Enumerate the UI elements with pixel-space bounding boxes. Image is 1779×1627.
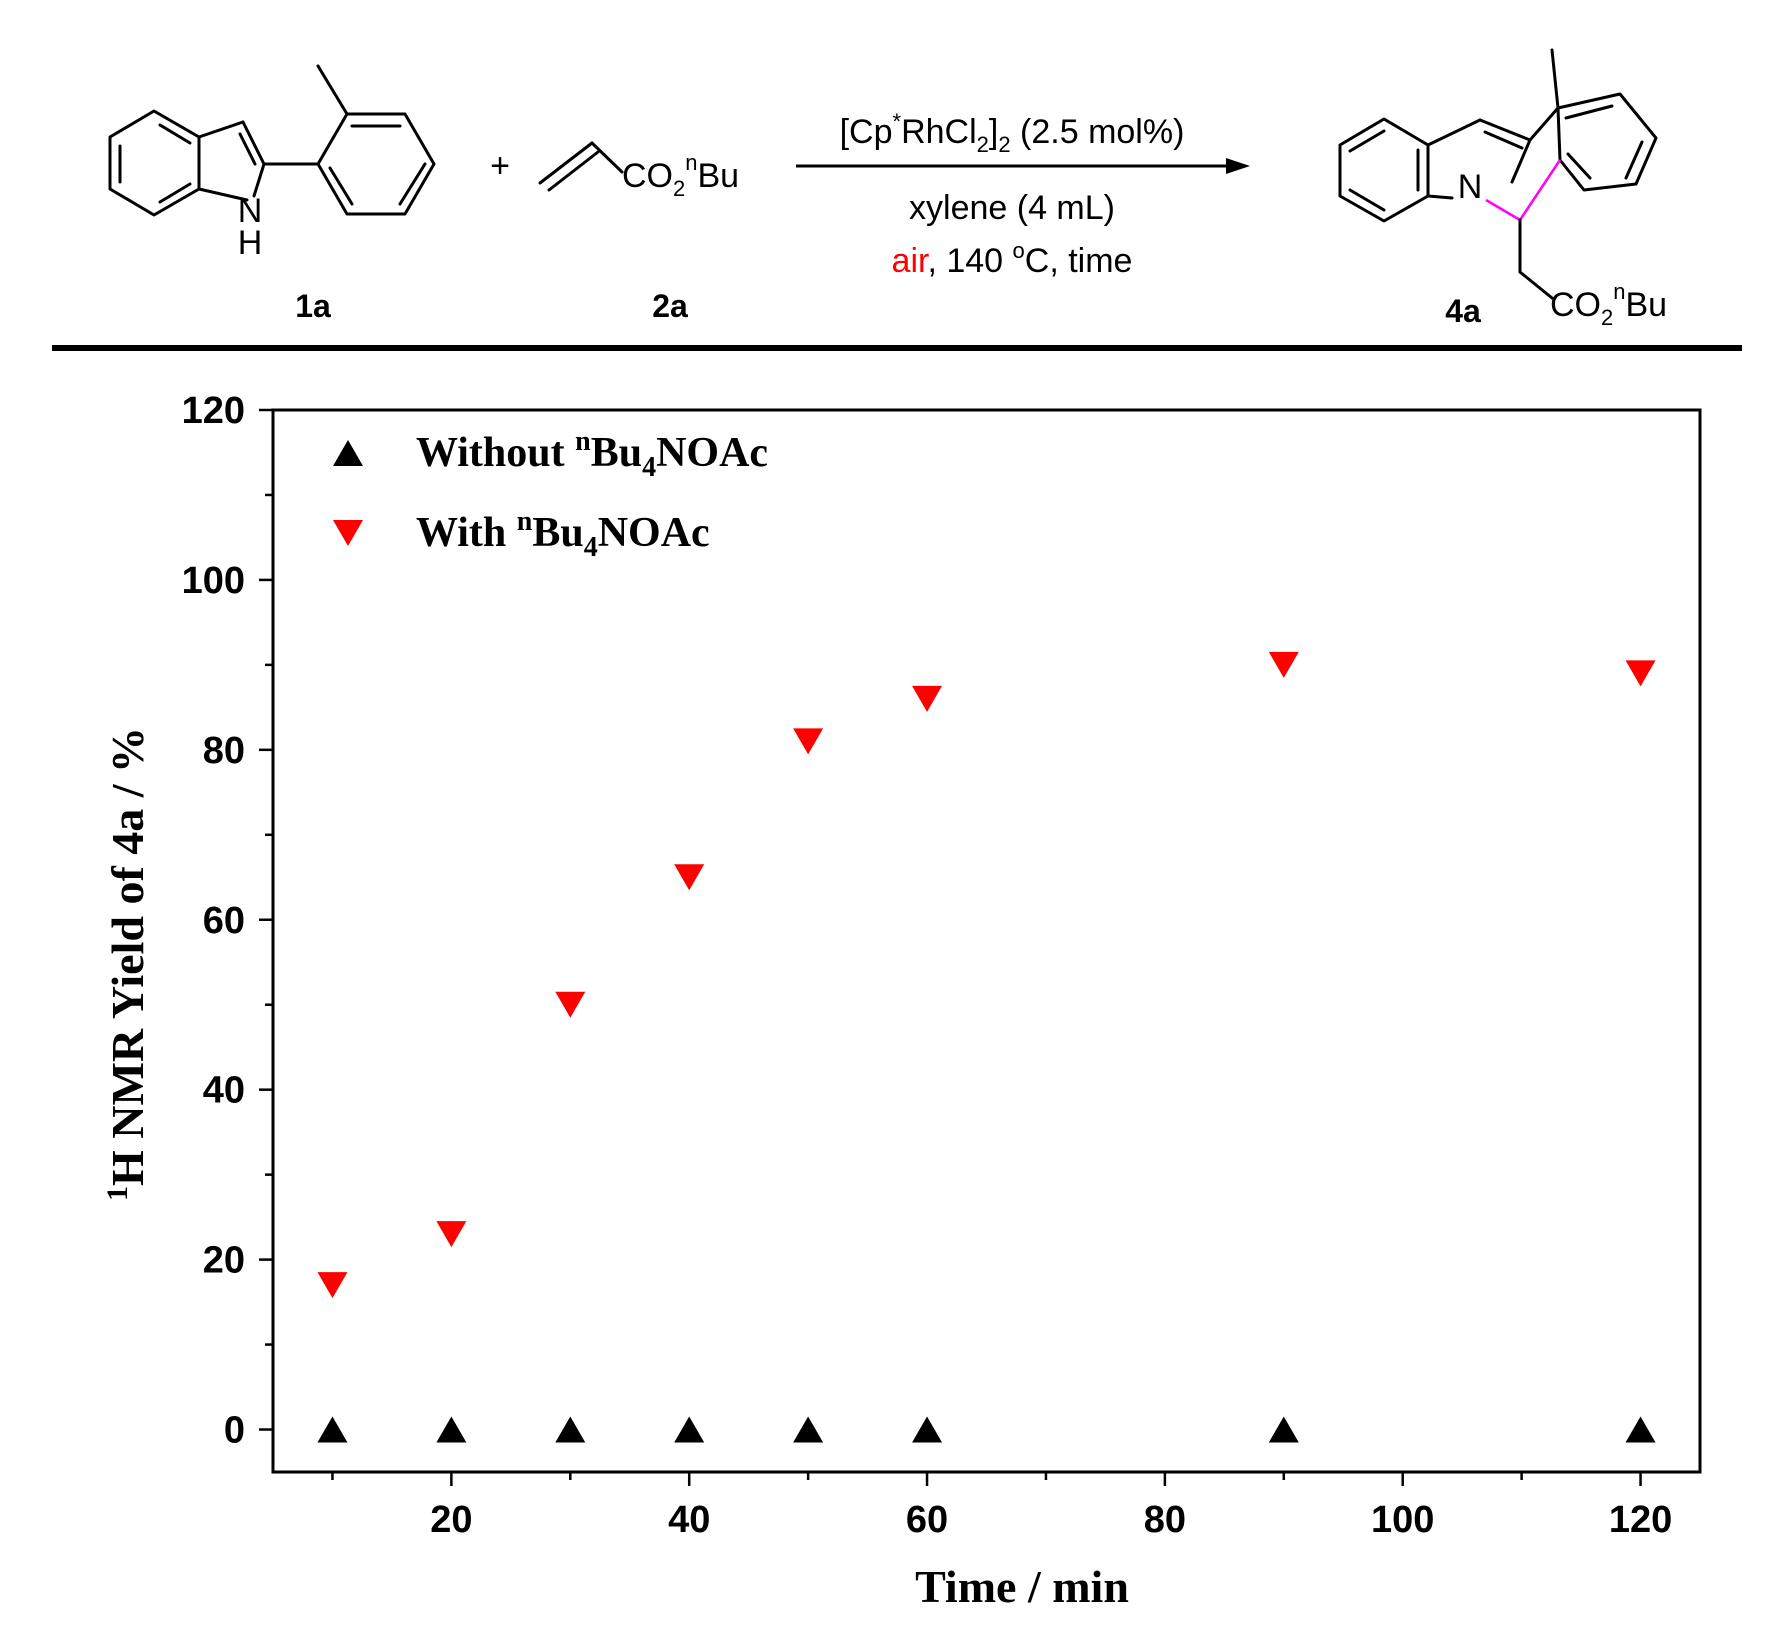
product-group: CO [1550, 286, 1601, 324]
data-point [436, 1416, 467, 1443]
y-tick-label: 100 [182, 560, 245, 602]
legend: Without nBu4NOAc With nBu4NOAc [333, 426, 768, 563]
reactant-2a-structure: CO2nBu [538, 141, 739, 201]
x-tick-label: 120 [1609, 1499, 1672, 1541]
legend-label-without: Without nBu4NOAc [416, 426, 768, 483]
reaction-arrow-head [1226, 158, 1250, 174]
x-axis-title: Time / min [915, 1561, 1129, 1612]
plus-sign: + [490, 147, 510, 185]
svg-text:CO2nBu: CO2nBu [622, 150, 739, 201]
data-point [912, 685, 943, 712]
data-point [1268, 1416, 1299, 1443]
legend-marker-without [333, 440, 363, 466]
data-point [1625, 660, 1656, 687]
reactant-1a-n: N [238, 192, 263, 230]
reaction-scheme: N H 1a + CO2nBu 2a [Cp*RhCl2]2 (2.5 mol%… [52, 48, 1742, 351]
data-point [912, 1416, 943, 1443]
condition-catalyst: [Cp*RhCl2]2 (2.5 mol%) [840, 109, 1185, 157]
x-tick-label: 60 [906, 1499, 948, 1541]
reactant-1a-h: H [238, 224, 263, 262]
y-tick-label: 20 [203, 1240, 245, 1282]
y-axis: 0 20 40 60 80 100 120 [182, 390, 273, 1452]
data-point [555, 991, 586, 1018]
reactant-1a-label: 1a [295, 288, 331, 324]
reactant-2a-label: 2a [652, 288, 688, 324]
svg-text:CO2nBu: CO2nBu [1550, 279, 1667, 330]
x-tick-label: 80 [1144, 1499, 1186, 1541]
y-tick-label: 40 [203, 1070, 245, 1112]
data-point [674, 864, 705, 891]
chart: 0 20 40 60 80 100 120 20 40 60 80 100 120 Time / mi… [101, 390, 1702, 1612]
condition-air: air [892, 242, 929, 280]
series-0 [317, 1416, 1656, 1443]
new-bond-n-c [1485, 198, 1521, 222]
product-4a-structure: N CO2nBu [1338, 48, 1667, 330]
product-4a-label: 4a [1445, 293, 1481, 329]
data-point [436, 1221, 467, 1248]
legend-marker-with [333, 520, 363, 546]
x-axis: 20 40 60 80 100 120 [331, 1472, 1672, 1541]
y-tick-label: 80 [203, 730, 245, 772]
product-n: N [1458, 168, 1483, 206]
y-tick-label: 60 [203, 900, 245, 942]
data-point [793, 728, 824, 755]
data-point [317, 1416, 348, 1443]
new-bond-c-c [1518, 159, 1562, 221]
condition-solvent: xylene (4 mL) [909, 189, 1115, 227]
data-point [317, 1272, 348, 1299]
data-point [793, 1416, 824, 1443]
x-tick-label: 20 [430, 1499, 472, 1541]
reactant-1a-structure: N H [108, 64, 436, 262]
y-tick-label: 120 [182, 390, 245, 432]
data-point [674, 1416, 705, 1443]
x-tick-label: 100 [1371, 1499, 1434, 1541]
y-tick-label: 0 [224, 1410, 245, 1452]
condition-atmosphere-temp: air, 140 oC, time [892, 238, 1133, 280]
reactant-2a-group: CO [622, 157, 673, 195]
series-1 [317, 651, 1656, 1299]
x-tick-label: 40 [668, 1499, 710, 1541]
legend-label-with: With nBu4NOAc [416, 506, 710, 563]
data-point [1625, 1416, 1656, 1443]
y-axis-title: 1H NMR Yield of 4a / % [101, 727, 153, 1201]
plot-marks [317, 651, 1656, 1443]
plot-frame [271, 408, 1702, 1474]
data-point [555, 1416, 586, 1443]
data-point [1268, 651, 1299, 678]
